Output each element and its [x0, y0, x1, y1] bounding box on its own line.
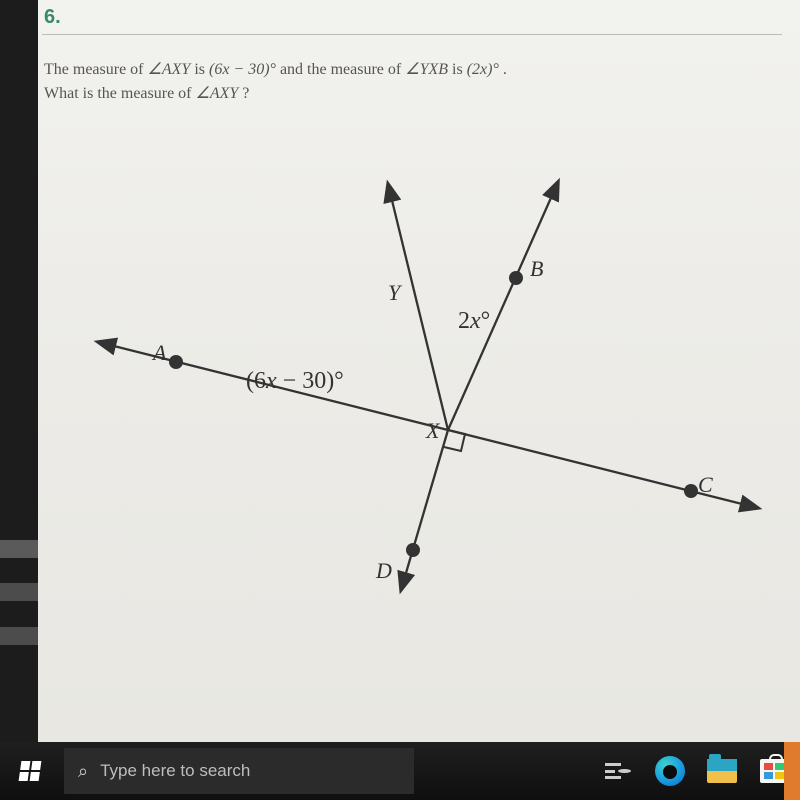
- windows-taskbar: ⌕ Type here to search: [0, 742, 800, 800]
- header-rule: [42, 34, 782, 35]
- taskbar-app-strip[interactable]: [784, 742, 800, 800]
- label-A: A: [153, 340, 166, 366]
- problem-number: 6.: [44, 6, 61, 29]
- start-button[interactable]: [0, 742, 60, 800]
- taskbar-search[interactable]: ⌕ Type here to search: [64, 748, 414, 794]
- q-line1-mid2: and the measure of: [280, 61, 405, 78]
- expr-axy: (6x − 30)°: [246, 368, 344, 395]
- q-angle-yxb: ∠YXB: [405, 61, 448, 78]
- q-angle-axy2: ∠AXY: [196, 85, 239, 102]
- monitor-bezel-left: [0, 0, 38, 800]
- q-line1-mid: is: [194, 61, 209, 78]
- label-B: B: [530, 256, 543, 282]
- q-line1-mid3: is: [452, 61, 467, 78]
- bezel-highlight-2: [0, 583, 38, 601]
- edge-button[interactable]: [644, 742, 696, 800]
- bezel-highlight-3: [0, 627, 38, 645]
- q-line2-suffix: ?: [242, 85, 249, 102]
- search-icon: ⌕: [78, 761, 88, 782]
- label-D: D: [376, 558, 392, 584]
- file-explorer-button[interactable]: [696, 742, 748, 800]
- q-expr1: (6x − 30)°: [209, 61, 276, 78]
- q-angle-axy: ∠AXY: [148, 61, 191, 78]
- screen-content: 6. The measure of ∠AXY is (6x − 30)° and…: [38, 0, 800, 742]
- q-expr2: (2x)°: [467, 61, 499, 78]
- windows-logo-icon: [19, 761, 42, 781]
- diagram-svg: [68, 150, 768, 680]
- label-C: C: [698, 472, 713, 498]
- edge-icon: [655, 756, 685, 786]
- expr-yxb: 2x°: [458, 308, 490, 335]
- folder-icon: [707, 759, 737, 783]
- q-line2-prefix: What is the measure of: [44, 85, 196, 102]
- q-line1-suffix: .: [503, 61, 507, 78]
- task-view-icon: [605, 763, 631, 779]
- label-X: X: [426, 418, 439, 444]
- q-line1-prefix: The measure of: [44, 61, 148, 78]
- search-placeholder: Type here to search: [100, 761, 250, 781]
- task-view-button[interactable]: [592, 742, 644, 800]
- bezel-highlight-1: [0, 540, 38, 558]
- question-text: The measure of ∠AXY is (6x − 30)° and th…: [44, 58, 507, 106]
- label-Y: Y: [388, 280, 400, 306]
- geometry-diagram: A B C D X Y (6x − 30)° 2x°: [68, 150, 768, 680]
